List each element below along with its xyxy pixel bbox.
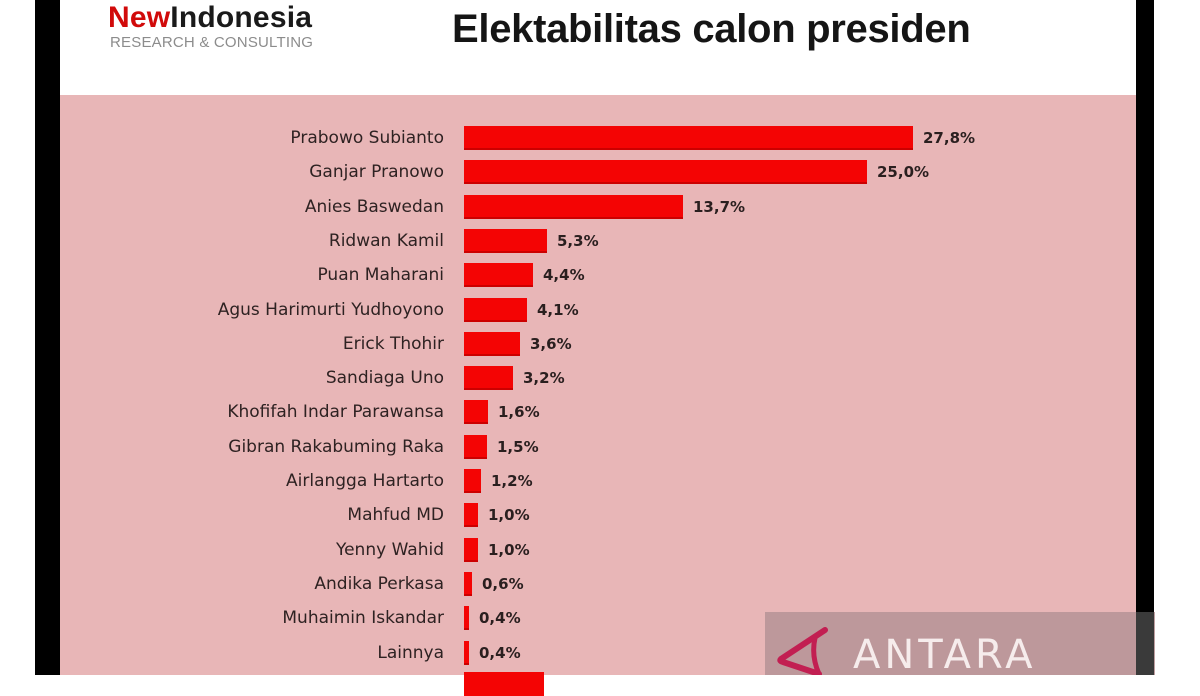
- chart-row: Ridwan Kamil 5,3%: [60, 228, 1136, 253]
- chart-row: Puan Maharani 4,4%: [60, 263, 1136, 288]
- chart-row: Ganjar Pranowo 25,0%: [60, 160, 1136, 185]
- category-label: Airlangga Hartarto: [286, 471, 444, 491]
- chart-row: Airlangga Hartarto 1,2%: [60, 469, 1136, 493]
- data-bar: [464, 228, 547, 253]
- category-label: Gibran Rakabuming Raka: [228, 436, 444, 457]
- chart-row: Andika Perkasa 0,6%: [60, 571, 1136, 596]
- value-label: 3,2%: [523, 369, 565, 388]
- chart-row: Lainnya 0,4%: [60, 640, 1136, 665]
- chart-row: Erick Thohir 3,6%: [60, 331, 1136, 356]
- chart-title: Elektabilitas calon presiden: [452, 7, 971, 51]
- value-label: 4,1%: [537, 300, 579, 319]
- data-bar: [464, 160, 867, 185]
- partial-bar-cutoff: [464, 672, 544, 696]
- value-label: 13,7%: [693, 197, 746, 216]
- chart-row: Khofifah Indar Parawansa 1,6%: [60, 400, 1136, 425]
- value-label: 1,2%: [491, 472, 533, 490]
- left-frame-border: [35, 0, 60, 675]
- category-label: Sandiaga Uno: [325, 368, 444, 389]
- category-label: Andika Perkasa: [314, 573, 444, 594]
- chart-plot-area: Prabowo Subianto 27,8% Ganjar Pranowo 25,0%…: [60, 95, 1136, 696]
- chart-row: Agus Harimurti Yudhoyono 4,1%: [60, 297, 1136, 322]
- value-label: 3,6%: [530, 334, 572, 353]
- chart-header: NewIndonesia RESEARCH & CONSULTING Elekt…: [60, 0, 1136, 95]
- data-bar: [464, 366, 513, 391]
- value-label: 1,0%: [488, 506, 530, 525]
- category-label: Prabowo Subianto: [290, 128, 444, 148]
- data-bar: [464, 297, 527, 322]
- data-bar: [464, 503, 478, 528]
- logo-indonesia-text: Indonesia: [170, 1, 313, 34]
- value-label: 1,6%: [498, 403, 540, 422]
- antara-watermark: ANTARA: [765, 612, 1155, 678]
- data-bar: [464, 537, 478, 562]
- watermark-frame-overlap: [1136, 612, 1154, 675]
- value-label: 0,4%: [479, 643, 521, 662]
- chart-row: Gibran Rakabuming Raka 1,5%: [60, 434, 1136, 459]
- logo-wordmark: NewIndonesia: [108, 1, 313, 35]
- category-label: Anies Baswedan: [304, 196, 444, 217]
- newindonesia-logo: NewIndonesia RESEARCH & CONSULTING: [108, 1, 313, 51]
- value-label: 4,4%: [543, 266, 585, 285]
- data-bar: [464, 263, 533, 288]
- category-label: Erick Thohir: [342, 333, 444, 354]
- data-bar: [464, 469, 481, 493]
- chart-row: Anies Baswedan 13,7%: [60, 194, 1136, 219]
- category-label: Ganjar Pranowo: [309, 162, 444, 183]
- chart-row: Prabowo Subianto 27,8%: [60, 126, 1136, 150]
- category-label: Ridwan Kamil: [328, 230, 444, 251]
- data-bar: [464, 640, 469, 665]
- category-label: Agus Harimurti Yudhoyono: [217, 299, 444, 320]
- data-bar: [464, 331, 520, 356]
- data-bar: [464, 400, 488, 425]
- category-label: Puan Maharani: [317, 265, 444, 286]
- value-label: 25,0%: [877, 163, 930, 182]
- category-label: Muhaimin Iskandar: [282, 608, 444, 629]
- value-label: 0,4%: [479, 609, 521, 628]
- data-bar: [464, 606, 469, 631]
- logo-new-text: New: [108, 1, 171, 34]
- data-bar: [464, 434, 487, 459]
- chart-row: Mahfud MD 1,0%: [60, 503, 1136, 528]
- value-label: 0,6%: [482, 574, 524, 593]
- data-bar: [464, 571, 472, 596]
- right-frame-border: [1136, 0, 1154, 675]
- logo-tagline: RESEARCH & CONSULTING: [110, 34, 314, 51]
- chart-row: Sandiaga Uno 3,2%: [60, 366, 1136, 391]
- category-label: Lainnya: [377, 642, 444, 663]
- antara-watermark-text: ANTARA: [853, 632, 1037, 678]
- value-label: 1,5%: [497, 437, 539, 456]
- data-bar: [464, 126, 913, 150]
- value-label: 5,3%: [557, 231, 599, 250]
- category-label: Mahfud MD: [347, 505, 444, 526]
- antara-logo-icon: [777, 627, 828, 675]
- value-label: 1,0%: [488, 540, 530, 559]
- category-label: Khofifah Indar Parawansa: [227, 402, 444, 423]
- chart-row: Muhaimin Iskandar 0,4%: [60, 606, 1136, 631]
- value-label: 27,8%: [923, 129, 976, 147]
- data-bar: [464, 194, 683, 219]
- chart-row: Yenny Wahid 1,0%: [60, 537, 1136, 562]
- category-label: Yenny Wahid: [335, 539, 444, 560]
